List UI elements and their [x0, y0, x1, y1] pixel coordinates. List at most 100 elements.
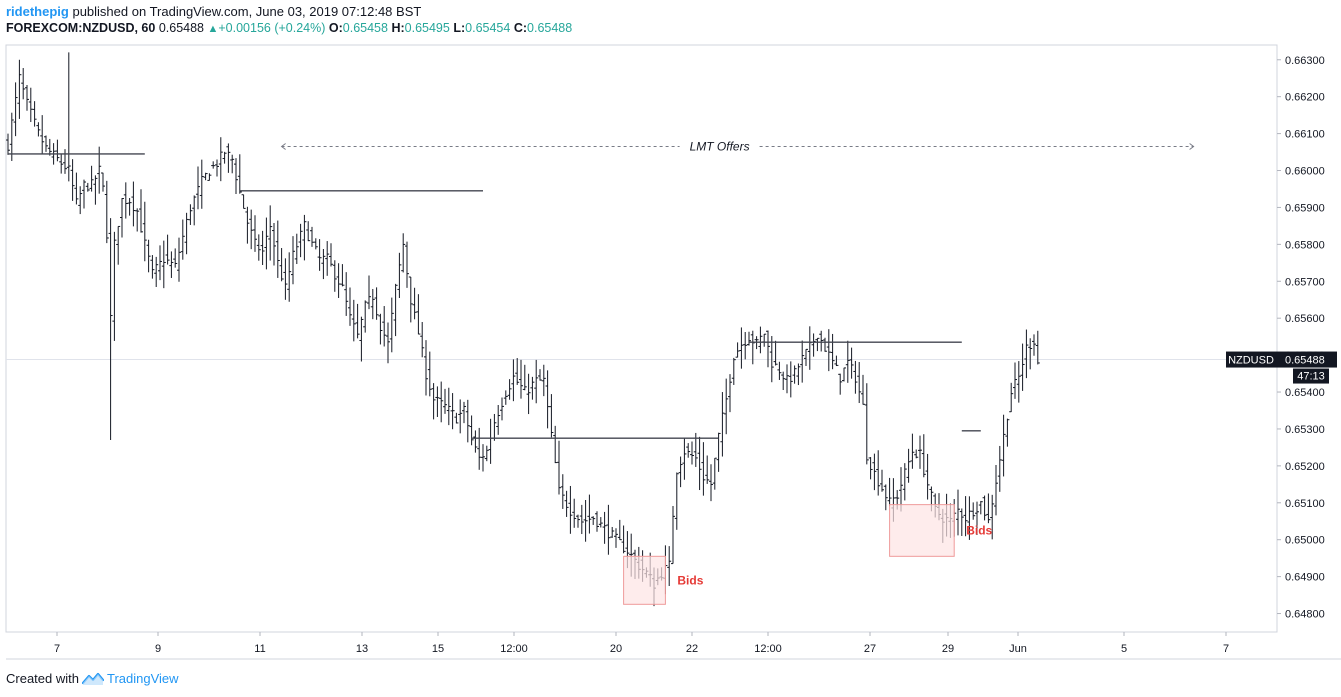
ohlc-bar: [674, 472, 679, 530]
ohlc-bar: [78, 186, 83, 215]
ohlc-bar: [781, 371, 786, 391]
ohlc-bar: [762, 333, 767, 347]
ohlc-bar: [207, 173, 212, 181]
price-change: +0.00156 (+0.24%): [218, 21, 326, 35]
up-arrow-icon: ▲: [207, 23, 219, 35]
tradingview-brand[interactable]: TradingView: [81, 671, 179, 686]
ohlc-bar: [994, 465, 998, 516]
ohlc-bar: [302, 214, 307, 261]
ohlc-bar: [313, 238, 318, 250]
ohlc-bar: [701, 442, 706, 496]
y-tick-label: 0.64900: [1285, 572, 1325, 584]
ohlc-bar: [496, 404, 501, 435]
y-tick-label: 0.66000: [1285, 166, 1325, 178]
ohlc-bar: [621, 525, 626, 554]
open-value: 0.65458: [342, 21, 388, 35]
ohlc-bar: [819, 330, 824, 352]
ohlc-bar: [344, 272, 349, 316]
ohlc-bar: [986, 493, 991, 524]
y-tick-label: 0.65400: [1285, 387, 1325, 399]
ohlc-bar: [811, 333, 816, 357]
y-tick-label: 0.65100: [1285, 498, 1325, 510]
low-value: 0.65454: [465, 21, 511, 35]
ohlc-bar: [834, 355, 839, 367]
ohlc-bar: [393, 283, 398, 337]
ohlc-bar: [211, 161, 216, 169]
ohlc-bar: [804, 348, 808, 366]
ohlc-bar: [332, 260, 337, 292]
ohlc-bar: [279, 248, 284, 282]
ohlc-bar: [553, 425, 558, 464]
ohlc-bar: [351, 299, 356, 342]
ohlc-bar: [899, 467, 903, 512]
ohlc-bar: [883, 484, 888, 511]
ohlc-bar: [690, 441, 694, 465]
x-tick-label: 7: [54, 643, 60, 655]
ohlc-bar: [173, 248, 178, 268]
ohlc-bar: [234, 158, 238, 195]
ohlc-bar: [956, 489, 960, 536]
ohlc-bar: [226, 143, 231, 173]
y-tick-label: 0.65700: [1285, 276, 1325, 288]
ohlc-bar: [462, 401, 466, 424]
bids-zone-box[interactable]: [889, 504, 955, 557]
ohlc-bar: [747, 331, 751, 346]
ohlc-bar: [925, 453, 930, 500]
ohlc-bar: [177, 237, 181, 282]
ohlc-bar: [291, 236, 295, 285]
ohlc-bar: [101, 172, 105, 192]
high-label: H:: [391, 21, 405, 35]
ohlc-bar: [568, 485, 573, 534]
ohlc-bar: [614, 528, 618, 548]
arrow-left-icon: [280, 143, 286, 150]
ohlc-bar: [17, 59, 22, 119]
ohlc-bar: [310, 226, 314, 247]
ohlc-bar: [880, 469, 884, 492]
ohlc-bar: [287, 252, 292, 302]
ohlc-bar: [13, 82, 18, 137]
ohlc-bar: [116, 225, 121, 265]
ohlc-bar: [709, 464, 713, 502]
ohlc-bar: [93, 175, 98, 205]
ohlc-bar: [598, 517, 603, 528]
ohlc-bar: [515, 358, 520, 385]
y-tick-label: 0.65900: [1285, 202, 1325, 214]
ohlc-bar: [906, 448, 911, 483]
symbol-price-tag: [1226, 351, 1277, 368]
current-price-tag: [1277, 351, 1337, 368]
ohlc-bar: [1024, 329, 1029, 379]
ohlc-bar: [184, 212, 189, 255]
ohlc-bar: [887, 477, 892, 507]
ohlc-bar: [446, 387, 451, 426]
x-tick-label: 29: [942, 643, 954, 655]
ohlc-bar: [386, 322, 390, 364]
author-link[interactable]: ridethepig: [6, 4, 69, 19]
x-tick-label: 5: [1121, 643, 1127, 655]
ohlc-bar: [534, 359, 539, 404]
ohlc-bar: [139, 189, 143, 233]
ohlc-bar: [541, 364, 546, 397]
ohlc-bar: [838, 373, 843, 395]
ohlc-bar: [82, 179, 86, 209]
x-tick-label: 12:00: [500, 643, 528, 655]
y-tick-label: 0.65600: [1285, 313, 1325, 325]
ohlc-bar: [154, 256, 159, 288]
ohlc-bar: [329, 243, 333, 267]
ohlc-bar: [36, 122, 41, 137]
ohlc-bar: [530, 376, 535, 400]
bids-zone-box[interactable]: [623, 555, 666, 605]
symbol-label[interactable]: FOREXCOM:NZDUSD, 60: [6, 21, 156, 35]
y-tick-label: 0.65800: [1285, 239, 1325, 251]
ohlc-bar: [401, 233, 406, 273]
ohlc-bar: [256, 234, 261, 261]
low-label: L:: [453, 21, 466, 35]
ohlc-bar: [473, 430, 478, 453]
ohlc-bar: [595, 511, 599, 532]
ohlc-bar: [378, 313, 383, 345]
ohlc-bar: [359, 316, 364, 362]
ohlc-bar: [712, 457, 717, 490]
ohlc-bar: [199, 159, 204, 209]
ohlc-bar: [617, 519, 622, 541]
x-tick-label: 13: [356, 643, 368, 655]
